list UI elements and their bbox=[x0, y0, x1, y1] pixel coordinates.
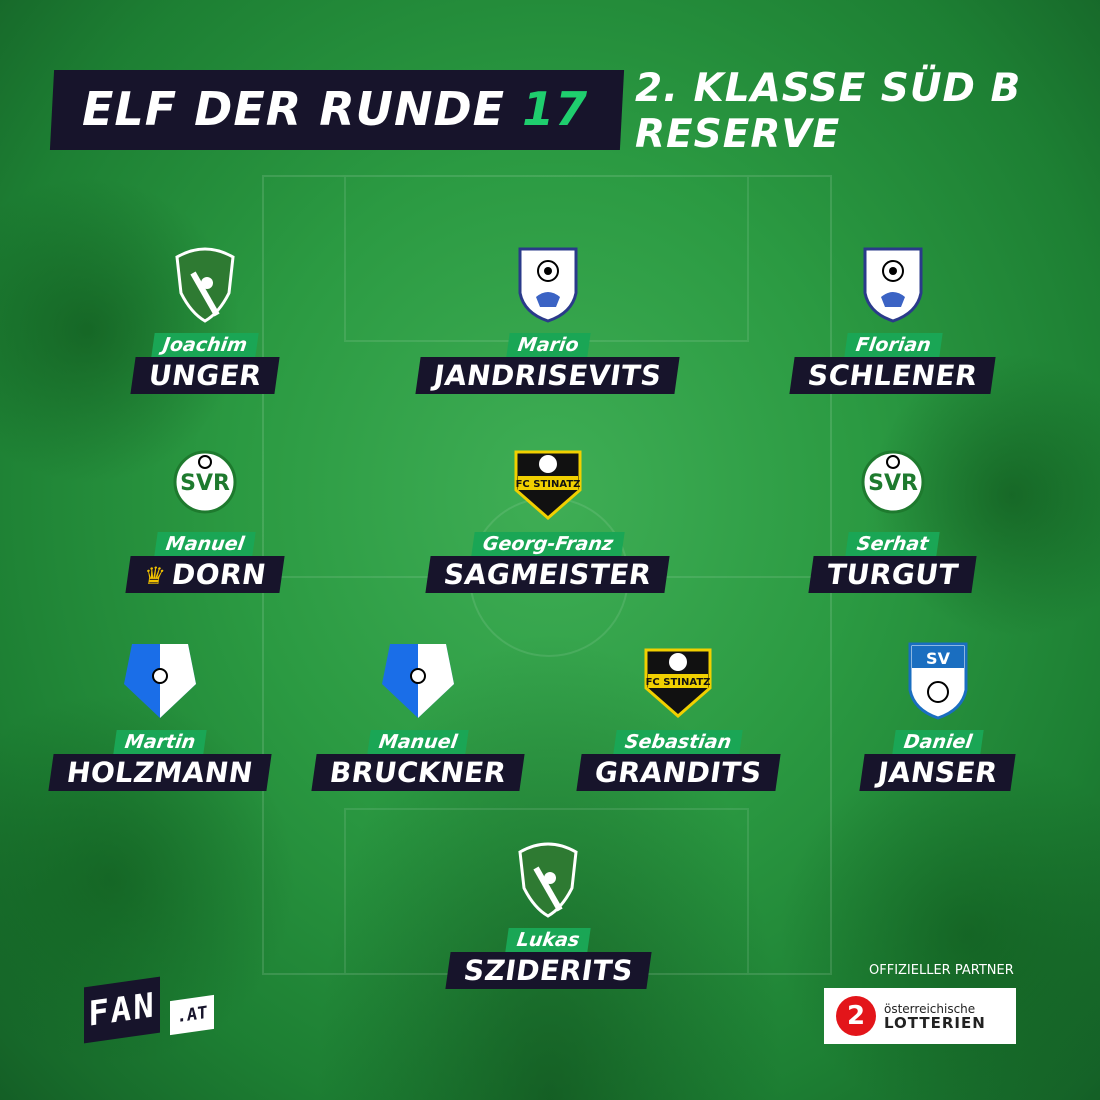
club-logo-fc-stinatz: FC STINATZ bbox=[514, 450, 582, 520]
club-logo-sv-st-michael bbox=[518, 842, 578, 918]
partner-label: OFFIZIELLER PARTNER bbox=[869, 963, 1014, 978]
player-last-name: UNGER bbox=[146, 359, 264, 392]
player-last-name-box: ♛DORN bbox=[125, 556, 285, 593]
player-last-name: TURGUT bbox=[825, 558, 961, 591]
player-last-name: SZIDERITS bbox=[461, 954, 635, 987]
player-last-name: BRUCKNER bbox=[327, 756, 509, 789]
club-logo-svr-1966: SVR bbox=[173, 450, 237, 514]
partner-line1: österreichische bbox=[884, 1001, 976, 1016]
player-last-name-box: BRUCKNER bbox=[311, 754, 525, 791]
player-first-name: Florian bbox=[843, 333, 943, 357]
player-last-name: SCHLENER bbox=[806, 359, 980, 392]
player-card: Mario JANDRISEVITS bbox=[398, 243, 698, 394]
player-card: FC STINATZ Sebastian GRANDITS bbox=[528, 640, 828, 791]
club-logo-askoe-wallendorf bbox=[124, 644, 196, 718]
player-first-name: Daniel bbox=[892, 730, 984, 754]
title-text: ELF DER RUNDE bbox=[82, 82, 506, 136]
player-last-name-box: JANDRISEVITS bbox=[415, 357, 681, 394]
club-logo-fc-sulz bbox=[863, 247, 923, 323]
svg-text:FC STINATZ: FC STINATZ bbox=[516, 479, 581, 490]
player-first-name: Lukas bbox=[505, 928, 591, 952]
player-card: Florian SCHLENER bbox=[743, 243, 1043, 394]
player-last-name: HOLZMANN bbox=[64, 756, 256, 789]
player-first-name: Joachim bbox=[151, 333, 259, 357]
svg-text:SVR: SVR bbox=[180, 471, 230, 496]
club-logo-sv-st-michael bbox=[175, 247, 235, 323]
player-card: Martin HOLZMANN bbox=[10, 640, 310, 791]
svg-text:SVR: SVR bbox=[868, 471, 918, 496]
player-last-name: JANSER bbox=[875, 756, 1001, 789]
player-card: Lukas SZIDERITS bbox=[398, 838, 698, 989]
svg-text:SV: SV bbox=[926, 649, 951, 668]
club-logo-fc-stinatz: FC STINATZ bbox=[644, 648, 712, 718]
player-first-name: Sebastian bbox=[613, 730, 743, 754]
player-last-name-box: HOLZMANN bbox=[48, 754, 272, 791]
player-last-name-box: JANSER bbox=[859, 754, 1017, 791]
league-line1: 2. KLASSE SÜD B bbox=[635, 66, 1022, 111]
club-logo-svr-1966: SVR bbox=[861, 450, 925, 514]
club-logo-askoe-wallendorf bbox=[382, 644, 454, 718]
player-last-name-box: SZIDERITS bbox=[444, 952, 652, 989]
player-card: SV Daniel JANSER bbox=[788, 640, 1088, 791]
player-last-name: JANDRISEVITS bbox=[431, 359, 665, 392]
club-logo-sv-eltendorf: SV bbox=[908, 642, 968, 720]
fan-at-suffix: .AT bbox=[170, 994, 214, 1036]
player-first-name: Mario bbox=[505, 333, 591, 357]
player-first-name: Georg-Franz bbox=[471, 532, 625, 556]
player-card: FC STINATZ Georg-Franz SAGMEISTER bbox=[398, 442, 698, 593]
club-logo-fc-sulz bbox=[518, 247, 578, 323]
player-last-name: GRANDITS bbox=[592, 756, 764, 789]
player-first-name: Martin bbox=[113, 730, 207, 754]
captain-crown-icon: ♛ bbox=[141, 562, 168, 590]
player-card: Manuel BRUCKNER bbox=[268, 640, 568, 791]
player-card: SVR Manuel ♛DORN bbox=[55, 442, 355, 593]
player-first-name: Manuel bbox=[154, 532, 256, 556]
league-name: 2. KLASSE SÜD B RESERVE bbox=[635, 66, 1021, 158]
player-last-name-box: UNGER bbox=[130, 357, 280, 394]
fan-at-logo: FAN bbox=[84, 976, 160, 1044]
page-title: ELF DER RUNDE 17 bbox=[82, 82, 588, 136]
player-last-name-box: SCHLENER bbox=[789, 357, 997, 394]
player-first-name: Serhat bbox=[845, 532, 941, 556]
league-line2: RESERVE bbox=[635, 112, 841, 157]
player-first-name: Manuel bbox=[367, 730, 469, 754]
round-number: 17 bbox=[522, 82, 589, 136]
lotterien-mark-icon: 2 bbox=[836, 996, 876, 1036]
svg-text:FC STINATZ: FC STINATZ bbox=[646, 677, 711, 688]
lotterien-logo: 2 österreichische LOTTERIEN bbox=[824, 988, 1016, 1044]
partner-line2: LOTTERIEN bbox=[884, 1013, 986, 1032]
player-card: SVR Serhat TURGUT bbox=[743, 442, 1043, 593]
player-last-name: SAGMEISTER bbox=[442, 558, 654, 591]
player-card: Joachim UNGER bbox=[55, 243, 355, 394]
player-last-name-box: TURGUT bbox=[808, 556, 978, 593]
player-last-name: DORN bbox=[169, 558, 269, 591]
player-last-name-box: SAGMEISTER bbox=[425, 556, 671, 593]
player-last-name-box: GRANDITS bbox=[576, 754, 780, 791]
